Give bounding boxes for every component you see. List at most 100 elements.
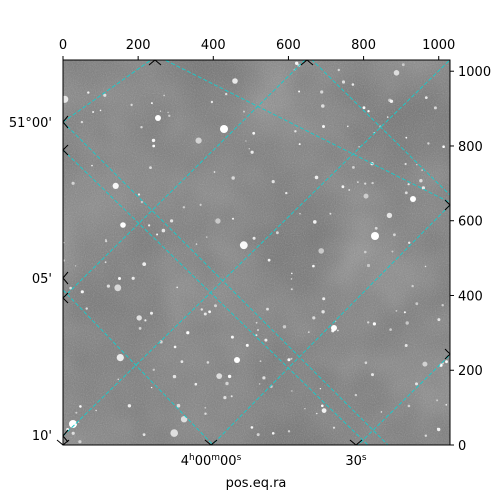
star bbox=[295, 61, 299, 65]
star bbox=[362, 106, 366, 110]
star bbox=[230, 335, 234, 339]
star bbox=[63, 95, 69, 103]
star bbox=[176, 403, 181, 408]
ra-tick-label: 4h00m00s bbox=[181, 453, 242, 469]
star bbox=[405, 321, 409, 325]
star bbox=[437, 427, 439, 430]
star bbox=[298, 143, 301, 146]
star bbox=[437, 318, 441, 322]
star bbox=[298, 90, 301, 93]
world-tick-mark bbox=[62, 271, 69, 285]
bright-star bbox=[410, 196, 416, 202]
star bbox=[114, 284, 122, 292]
star bbox=[80, 120, 84, 124]
star bbox=[408, 241, 411, 244]
star bbox=[445, 403, 448, 406]
dec-tick-label: 05' bbox=[32, 272, 52, 287]
x-pixel-tick-label: 600 bbox=[276, 38, 301, 53]
grid-line bbox=[63, 60, 152, 123]
star bbox=[316, 412, 318, 415]
x-axis-label: pos.eq.ra bbox=[226, 476, 287, 491]
star bbox=[287, 430, 291, 433]
star bbox=[257, 329, 259, 331]
star bbox=[182, 206, 186, 209]
world-tick-mark bbox=[349, 439, 363, 446]
star bbox=[312, 264, 315, 268]
grid-line bbox=[357, 354, 450, 445]
star bbox=[352, 166, 355, 169]
star bbox=[87, 91, 90, 94]
star bbox=[137, 193, 141, 196]
star bbox=[117, 378, 119, 380]
star bbox=[374, 226, 378, 230]
star bbox=[393, 70, 400, 76]
star bbox=[357, 181, 359, 183]
star bbox=[170, 219, 174, 223]
star bbox=[78, 440, 82, 444]
star bbox=[180, 360, 184, 363]
star bbox=[149, 166, 152, 170]
star bbox=[322, 297, 326, 301]
star bbox=[299, 212, 301, 215]
dec-tick-label: 51°00' bbox=[9, 116, 52, 131]
grid-line bbox=[63, 60, 450, 437]
star bbox=[203, 312, 207, 316]
bright-star bbox=[69, 420, 77, 428]
star bbox=[442, 145, 445, 148]
star bbox=[156, 233, 159, 236]
star bbox=[152, 144, 156, 148]
y-pixel-tick-label: 1000 bbox=[458, 65, 491, 80]
star bbox=[266, 307, 269, 311]
star bbox=[259, 360, 262, 363]
star bbox=[424, 434, 427, 437]
star bbox=[427, 142, 430, 145]
star bbox=[227, 374, 232, 379]
star bbox=[433, 106, 437, 110]
star-field bbox=[63, 61, 450, 444]
y-pixel-tick-label: 600 bbox=[458, 215, 483, 230]
grid-line bbox=[63, 60, 306, 299]
star bbox=[186, 331, 190, 335]
star bbox=[216, 373, 223, 379]
bright-star bbox=[331, 325, 337, 331]
world-tick-mark bbox=[62, 115, 69, 129]
star bbox=[163, 94, 165, 97]
coordinate-grid bbox=[63, 60, 450, 445]
star bbox=[445, 360, 448, 364]
star bbox=[256, 433, 260, 437]
star bbox=[389, 99, 394, 104]
star bbox=[210, 100, 214, 104]
star bbox=[329, 212, 332, 215]
star bbox=[255, 334, 258, 337]
world-tick-mark bbox=[204, 439, 218, 446]
star bbox=[176, 286, 179, 289]
star bbox=[103, 93, 107, 97]
star bbox=[75, 411, 78, 414]
star bbox=[386, 212, 393, 219]
star bbox=[150, 102, 153, 105]
star bbox=[106, 284, 110, 288]
star bbox=[159, 110, 162, 112]
star bbox=[130, 103, 133, 107]
star bbox=[239, 241, 248, 250]
sky-image bbox=[63, 60, 450, 445]
star bbox=[424, 265, 427, 268]
star bbox=[351, 83, 355, 86]
star bbox=[252, 236, 256, 240]
star bbox=[205, 236, 208, 238]
star bbox=[79, 405, 82, 408]
dec-tick-label: 10' bbox=[32, 429, 52, 444]
grid-line bbox=[163, 60, 450, 204]
star bbox=[321, 408, 327, 413]
star bbox=[307, 331, 310, 333]
star bbox=[262, 376, 266, 380]
star bbox=[140, 126, 143, 129]
star bbox=[364, 361, 368, 365]
star bbox=[140, 200, 144, 204]
star bbox=[421, 169, 423, 172]
star bbox=[195, 137, 202, 144]
star bbox=[347, 125, 349, 128]
star bbox=[391, 250, 394, 253]
star bbox=[389, 328, 392, 331]
